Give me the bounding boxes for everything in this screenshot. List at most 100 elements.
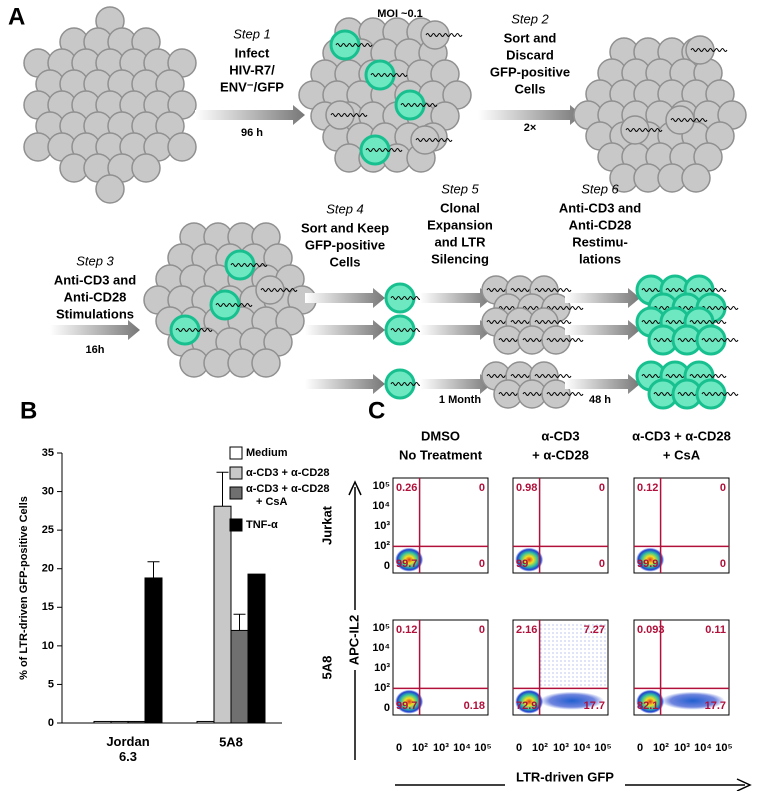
quadrant-value: 82.1 bbox=[637, 700, 658, 712]
quadrant-value: 0 bbox=[479, 558, 485, 570]
column-header: No Treatment bbox=[399, 447, 483, 462]
step-text: Sort and bbox=[504, 30, 557, 45]
step-time: 96 h bbox=[241, 127, 263, 139]
y-tick-label: 0 bbox=[48, 717, 54, 729]
provirus bbox=[701, 392, 739, 396]
step-text: Anti-CD28 bbox=[64, 289, 127, 304]
arrow bbox=[420, 374, 492, 394]
step-text: ENV⁻/GFP bbox=[220, 79, 284, 94]
y-tick-label: 10² bbox=[374, 540, 390, 552]
x-tick-label: 10⁵ bbox=[715, 742, 732, 754]
x-tick-label: 10³ bbox=[433, 742, 449, 754]
quadrant-value: 99.7 bbox=[396, 558, 417, 570]
provirus bbox=[365, 148, 403, 152]
step-text: Restimu- bbox=[572, 234, 628, 249]
provirus bbox=[546, 306, 584, 310]
y-tick-label: 10⁵ bbox=[373, 622, 390, 634]
quadrant-value: 99 bbox=[516, 558, 528, 570]
cell bbox=[251, 348, 281, 378]
arrow bbox=[420, 288, 492, 308]
cell bbox=[131, 153, 161, 183]
step-text: Cells bbox=[329, 254, 360, 269]
quadrant-value: 0 bbox=[720, 482, 726, 494]
provirus bbox=[425, 33, 463, 37]
step-time: 1 Month bbox=[439, 394, 481, 406]
x-tick-label: 0 bbox=[637, 742, 643, 754]
legend-label: TNF-α bbox=[246, 519, 278, 531]
quadrant-value: 72.9 bbox=[516, 700, 537, 712]
provirus bbox=[670, 118, 708, 122]
y-tick-label: 10³ bbox=[374, 662, 390, 674]
step-time: 2× bbox=[524, 122, 537, 134]
x-tick-label: 0 bbox=[516, 742, 522, 754]
step-label: Step 3 bbox=[76, 253, 114, 268]
x-tick-label: 10⁴ bbox=[694, 742, 712, 754]
step-text: Silencing bbox=[431, 251, 489, 266]
bar bbox=[213, 505, 232, 724]
legend-swatch bbox=[229, 486, 243, 500]
step-text: GFP-positive bbox=[490, 64, 570, 79]
quadrant-value: 0 bbox=[479, 482, 485, 494]
label-bg bbox=[346, 610, 364, 670]
quadrant-value: 0.98 bbox=[516, 482, 537, 494]
arrow bbox=[305, 374, 385, 394]
provirus bbox=[534, 288, 572, 292]
cell bbox=[681, 163, 711, 193]
label-bg bbox=[505, 776, 625, 791]
provirus bbox=[701, 338, 739, 342]
quadrant-value: 17.7 bbox=[705, 700, 726, 712]
legend-swatch bbox=[229, 446, 243, 460]
step-text: Cells bbox=[514, 81, 545, 96]
provirus bbox=[215, 303, 253, 307]
step-text: Stimulations bbox=[56, 306, 134, 321]
legend-label: Medium bbox=[246, 447, 288, 459]
dot-cloud bbox=[395, 547, 424, 572]
column-header: α-CD3 bbox=[541, 428, 579, 443]
panel-label: C bbox=[368, 397, 385, 424]
quadrant-value: 0 bbox=[720, 558, 726, 570]
quadrant-value: 0.11 bbox=[705, 624, 726, 636]
provirus bbox=[625, 128, 663, 132]
y-axis-label: APC-IL2 bbox=[346, 615, 361, 666]
step-text: Sort and Keep bbox=[301, 220, 389, 235]
dot-cloud bbox=[515, 689, 544, 714]
step-time: 48 h bbox=[589, 394, 611, 406]
column-header: α-CD3 + α-CD28 bbox=[632, 428, 731, 443]
dot-cloud bbox=[515, 547, 544, 572]
provirus bbox=[534, 320, 572, 324]
y-tick-label: 15 bbox=[42, 601, 54, 613]
arrow bbox=[565, 374, 640, 394]
step-time: 16h bbox=[86, 344, 105, 356]
provirus bbox=[689, 374, 727, 378]
legend-label: α-CD3 + α-CD28 + CsA bbox=[246, 483, 330, 508]
step-text: lations bbox=[579, 251, 621, 266]
quadrant-value: 0.18 bbox=[464, 700, 485, 712]
arrow bbox=[565, 288, 640, 308]
arrow bbox=[478, 105, 582, 125]
step-text: Infect bbox=[235, 45, 270, 60]
provirus bbox=[230, 263, 268, 267]
bar bbox=[230, 629, 249, 724]
provirus bbox=[546, 392, 584, 396]
y-tick-label: 10⁴ bbox=[372, 500, 390, 512]
y-tick-label: 10⁵ bbox=[373, 480, 390, 492]
panel-label: B bbox=[20, 397, 37, 424]
column-header: DMSO bbox=[421, 428, 460, 443]
provirus bbox=[415, 138, 453, 142]
column-header: + α-CD28 bbox=[532, 447, 589, 462]
column-header: + CsA bbox=[663, 447, 701, 462]
x-tick-label: 10³ bbox=[553, 742, 569, 754]
step-text: HIV-R7/ bbox=[229, 62, 275, 77]
cell bbox=[95, 174, 125, 204]
dot-cloud bbox=[539, 624, 607, 689]
provirus bbox=[335, 43, 373, 47]
y-tick-label: 10⁴ bbox=[372, 642, 390, 654]
quadrant-value: 0 bbox=[599, 482, 605, 494]
dot-cloud bbox=[395, 689, 424, 714]
step-text: Discard bbox=[506, 47, 554, 62]
provirus bbox=[175, 328, 213, 332]
step-label: Step 4 bbox=[326, 201, 364, 216]
x-tick-label: 10⁴ bbox=[573, 742, 591, 754]
provirus bbox=[370, 73, 408, 77]
provirus bbox=[260, 288, 298, 292]
